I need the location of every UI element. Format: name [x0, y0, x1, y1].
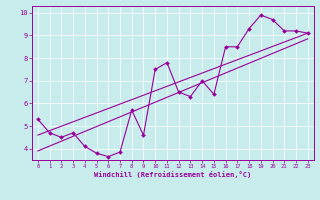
X-axis label: Windchill (Refroidissement éolien,°C): Windchill (Refroidissement éolien,°C) — [94, 171, 252, 178]
